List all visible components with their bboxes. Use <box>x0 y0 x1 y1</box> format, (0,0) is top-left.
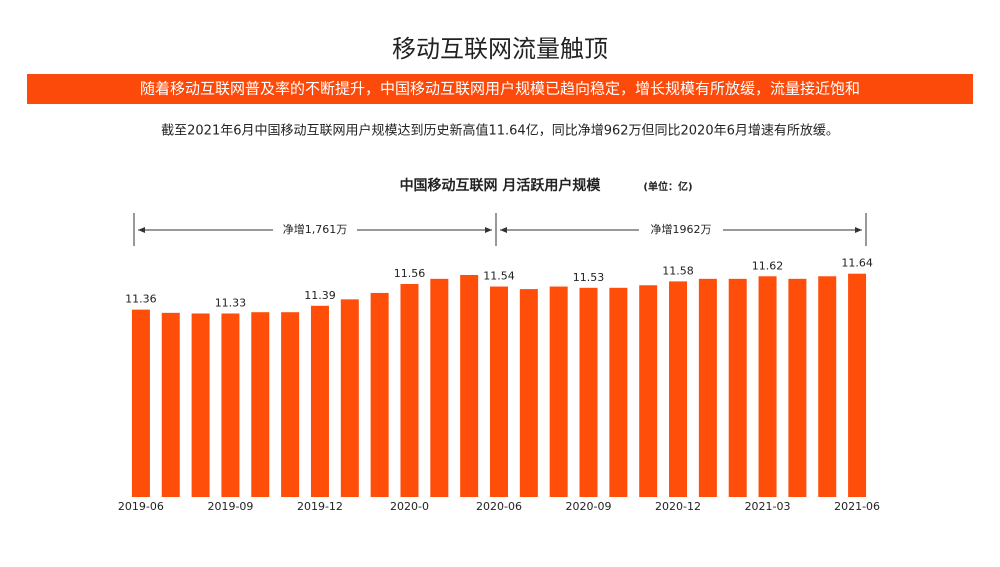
bar <box>698 278 717 497</box>
value-label: 11.56 <box>394 267 426 280</box>
subtitle: 截至2021年6月中国移动互联网用户规模达到历史新高值11.64亿，同比净增96… <box>161 123 839 139</box>
annotation: 净增1962万 <box>651 222 712 236</box>
bar <box>281 312 300 497</box>
bar <box>430 278 449 497</box>
x-tick-label: 2020-09 <box>566 500 612 513</box>
value-label: 11.53 <box>573 271 605 284</box>
banner <box>27 74 973 104</box>
bar <box>669 281 688 497</box>
bar <box>758 276 777 497</box>
x-tick-label: 2020-06 <box>476 500 522 513</box>
annotation: 净增1,761万 <box>283 222 348 236</box>
bar <box>340 299 359 497</box>
chart-title: 中国移动互联网 月活跃用户规模 <box>400 177 602 194</box>
page-title: 移动互联网流量触顶 <box>392 35 608 63</box>
bar <box>579 287 598 497</box>
unit: (单位：亿) <box>643 180 692 193</box>
value-label: 11.39 <box>304 289 336 302</box>
bar <box>370 292 389 497</box>
bar <box>848 273 867 497</box>
x-tick-label: 2020-12 <box>655 500 701 513</box>
bar <box>460 274 479 497</box>
bar <box>221 313 240 497</box>
x-tick-label: 2019-12 <box>297 500 343 513</box>
x-tick-label: 2021-06 <box>834 500 880 513</box>
value-label: 11.62 <box>752 259 784 272</box>
value-label: 11.64 <box>841 257 873 270</box>
bar <box>609 287 628 497</box>
value-label: 11.58 <box>662 264 694 277</box>
bar <box>639 285 658 497</box>
value-label: 11.36 <box>125 293 157 306</box>
bar <box>191 313 210 497</box>
bar <box>310 305 329 497</box>
value-label: 11.33 <box>215 296 247 309</box>
bar <box>131 309 150 497</box>
bar <box>818 276 837 497</box>
bar <box>251 312 270 497</box>
value-label: 11.54 <box>483 270 515 283</box>
bar <box>161 312 180 497</box>
bar <box>519 289 538 497</box>
x-tick-label: 2019-09 <box>207 500 253 513</box>
bar <box>490 286 508 497</box>
x-tick-label: 2021-03 <box>745 500 791 513</box>
bar <box>788 278 807 497</box>
x-tick-label: 2019-06 <box>118 500 164 513</box>
x-tick-label: 2020-0 <box>390 500 429 513</box>
banner-text: 随着移动互联网普及率的不断提升，中国移动互联网用户规模已趋向稳定，增长规模有所放… <box>140 80 860 98</box>
bar <box>549 286 568 497</box>
bar <box>728 278 747 497</box>
bar <box>400 283 419 497</box>
